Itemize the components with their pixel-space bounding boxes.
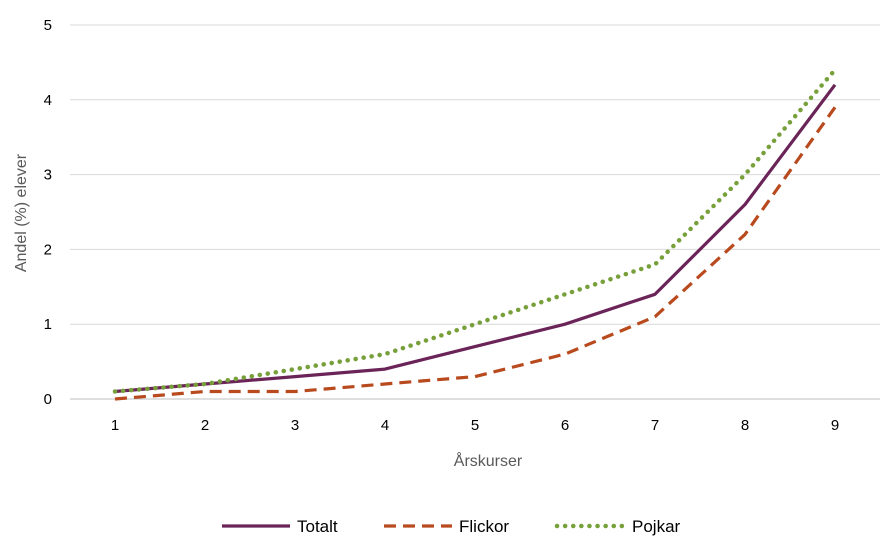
series-lines	[112, 67, 838, 401]
x-tick-label: 3	[291, 417, 299, 434]
legend: Totalt Flickor Pojkar	[222, 517, 681, 536]
legend-label-totalt: Totalt	[297, 517, 338, 536]
x-tick-label: 5	[471, 417, 479, 434]
y-tick-label: 2	[44, 241, 52, 258]
x-tick-label: 7	[651, 417, 659, 434]
y-tick-label: 5	[44, 17, 52, 34]
legend-label-flickor: Flickor	[459, 517, 509, 536]
legend-label-pojkar: Pojkar	[632, 517, 681, 536]
x-tick-label: 2	[201, 417, 209, 434]
x-axis-title: Årskurser	[454, 451, 523, 470]
y-tick-label: 4	[44, 92, 52, 109]
series-line-flickor	[114, 106, 837, 401]
x-tick-label: 8	[741, 417, 749, 434]
x-tick-label: 4	[381, 417, 389, 434]
y-axis-title: Andel (%) elever	[13, 153, 30, 272]
gridlines	[70, 24, 880, 400]
series-line-pojkar	[112, 67, 838, 394]
series-line-totalt	[114, 83, 837, 394]
x-tick-labels: 1 2 3 4 5 6 7 8 9	[111, 417, 839, 434]
x-tick-label: 1	[111, 417, 119, 434]
x-tick-label: 6	[561, 417, 569, 434]
y-tick-label: 0	[44, 391, 52, 408]
y-tick-label: 1	[44, 316, 52, 333]
x-tick-label: 9	[831, 417, 839, 434]
y-tick-labels: 0 1 2 3 4 5	[44, 17, 52, 408]
y-tick-label: 3	[44, 167, 52, 184]
